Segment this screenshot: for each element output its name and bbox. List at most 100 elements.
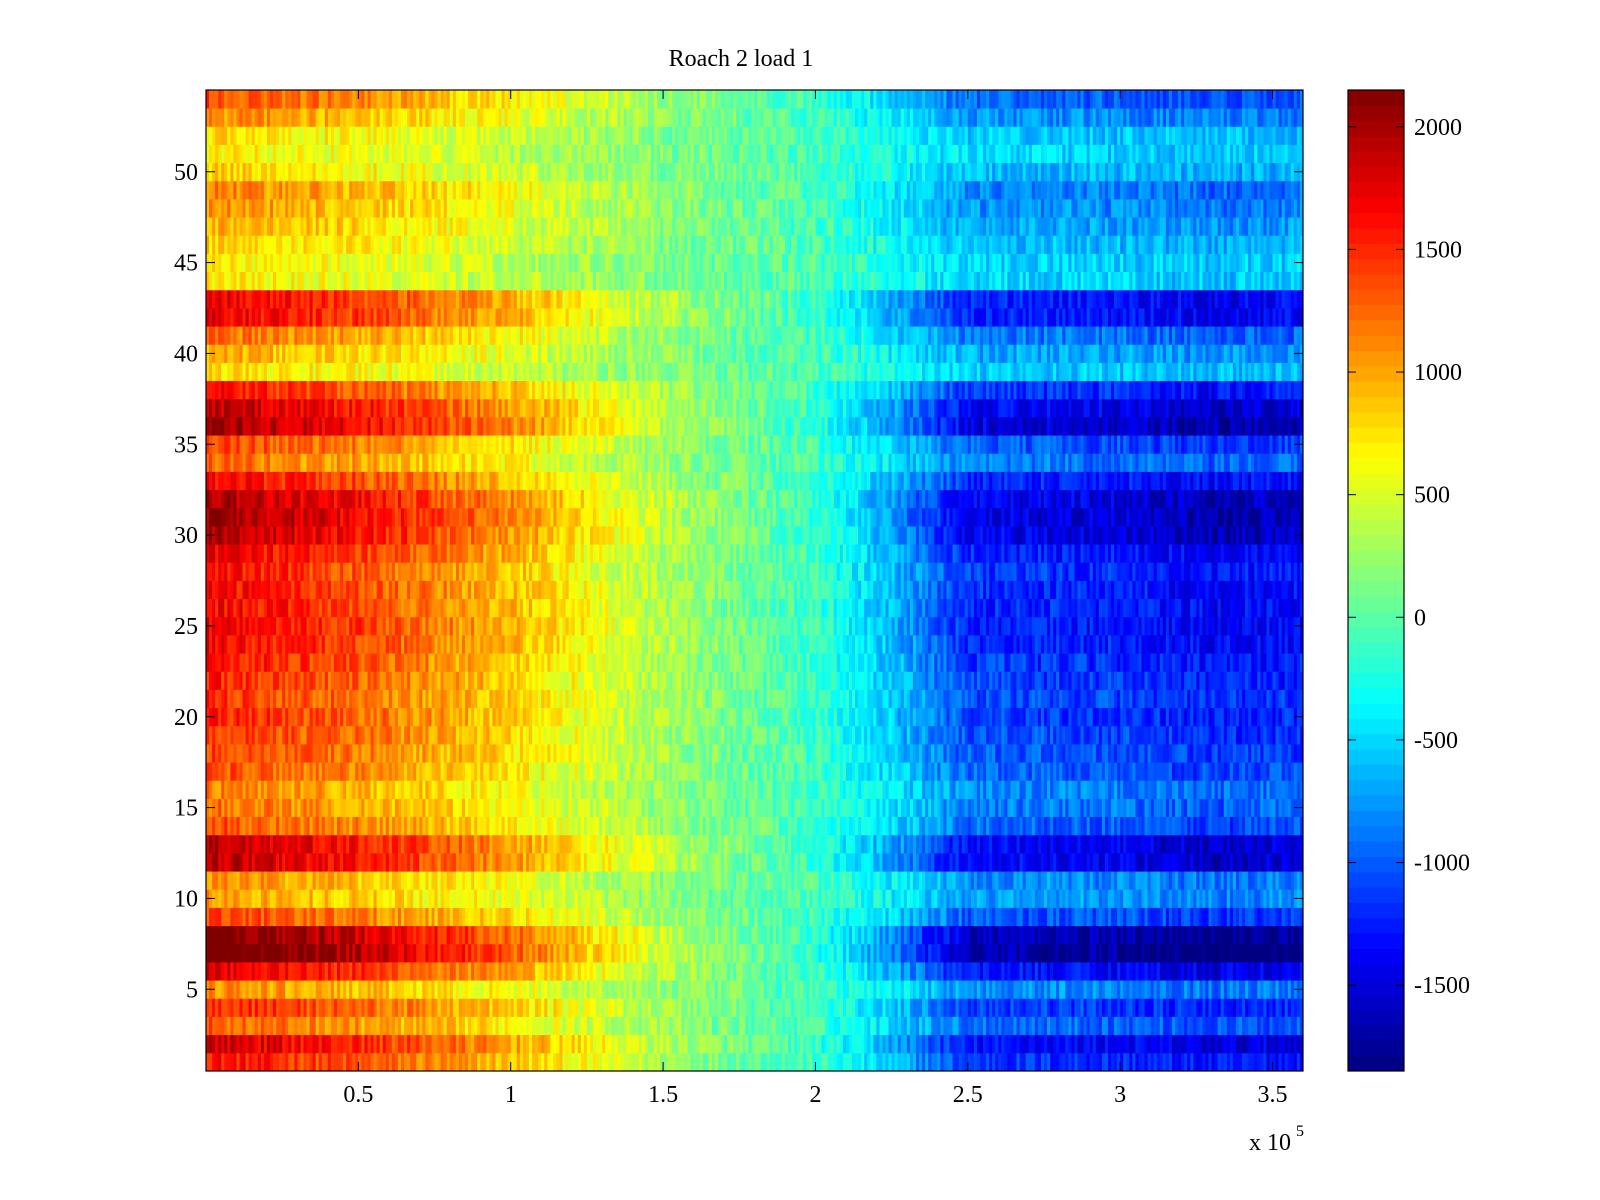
heatmap-cell xyxy=(1239,1052,1243,1072)
heatmap-cell xyxy=(510,1016,515,1036)
heatmap-cell xyxy=(650,1016,655,1036)
heatmap-cell xyxy=(315,998,320,1017)
heatmap-cell xyxy=(367,1016,371,1036)
heatmap-cell xyxy=(742,1052,746,1072)
heatmap-cell xyxy=(873,943,877,963)
heatmap-cell xyxy=(266,853,271,872)
heatmap-cell xyxy=(897,1016,902,1036)
heatmap-cell xyxy=(422,871,426,890)
heatmap-cell xyxy=(1257,925,1261,945)
heatmap-cell xyxy=(535,962,539,981)
heatmap-cell xyxy=(1022,998,1027,1017)
heatmap-cell xyxy=(599,925,603,945)
heatmap-cell xyxy=(1059,998,1063,1017)
heatmap-cell xyxy=(748,889,752,908)
heatmap-cell xyxy=(1208,889,1212,908)
heatmap-cell xyxy=(404,943,408,963)
heatmap-cell xyxy=(1126,816,1130,836)
heatmap-cell xyxy=(949,816,953,836)
heatmap-cell xyxy=(324,998,329,1017)
heatmap-cell xyxy=(410,998,414,1017)
heatmap-cell xyxy=(1114,871,1118,890)
heatmap-cell xyxy=(553,962,557,981)
heatmap-cell xyxy=(730,889,734,908)
heatmap-cell xyxy=(1278,962,1283,981)
heatmap-cell xyxy=(1284,943,1289,963)
heatmap-cell xyxy=(1022,1016,1027,1036)
heatmap-cell xyxy=(833,853,838,872)
heatmap-cell xyxy=(1229,998,1234,1017)
heatmap-cell xyxy=(906,816,911,836)
heatmap-cell xyxy=(672,907,676,927)
heatmap-cell xyxy=(1040,962,1045,981)
heatmap-cell xyxy=(276,871,280,890)
heatmap-cell xyxy=(879,980,883,999)
heatmap-cell xyxy=(1232,980,1237,999)
heatmap-cell xyxy=(1171,925,1176,945)
heatmap-cell xyxy=(824,853,829,872)
heatmap-cell xyxy=(218,889,222,908)
heatmap-cell xyxy=(434,816,438,836)
heatmap-cell xyxy=(373,853,378,872)
heatmap-cell xyxy=(1232,834,1237,854)
heatmap-cell xyxy=(452,962,457,981)
heatmap-cell xyxy=(434,980,438,999)
heatmap-cell xyxy=(916,962,920,981)
heatmap-cell xyxy=(349,853,353,872)
heatmap-cell xyxy=(897,834,902,854)
heatmap-cell xyxy=(870,871,874,890)
heatmap-cell xyxy=(696,925,701,945)
heatmap-cell xyxy=(477,943,481,963)
heatmap-cell xyxy=(699,907,704,927)
heatmap-cell xyxy=(638,1016,643,1036)
heatmap-cell xyxy=(212,871,216,890)
heatmap-cell xyxy=(882,1034,886,1054)
heatmap-cell xyxy=(830,980,835,999)
heatmap-cell xyxy=(623,871,627,890)
heatmap-cell xyxy=(922,1016,926,1036)
heatmap-cell xyxy=(486,1016,490,1036)
heatmap-cell xyxy=(784,1052,789,1072)
heatmap-cell xyxy=(1071,907,1075,927)
heatmap-cell xyxy=(830,962,835,981)
heatmap-cell xyxy=(1239,1034,1243,1054)
heatmap-cell xyxy=(976,1052,981,1072)
heatmap-cell xyxy=(215,816,219,836)
heatmap-cell xyxy=(870,1034,874,1054)
heatmap-cell xyxy=(733,925,737,945)
heatmap-cell xyxy=(1040,871,1045,890)
heatmap-cell xyxy=(269,834,274,854)
heatmap-cell xyxy=(943,980,947,999)
heatmap-cell xyxy=(495,998,499,1017)
heatmap-cell xyxy=(556,889,560,908)
heatmap-cell xyxy=(845,943,850,963)
heatmap-cell xyxy=(483,907,487,927)
heatmap-cell xyxy=(559,943,563,963)
heatmap-cell xyxy=(775,834,780,854)
heatmap-cell xyxy=(955,834,960,854)
heatmap-cell xyxy=(382,907,387,927)
heatmap-cell xyxy=(361,889,365,908)
heatmap-cell xyxy=(961,834,966,854)
heatmap-cell xyxy=(690,962,694,981)
heatmap-cell xyxy=(1101,925,1106,945)
heatmap-cell xyxy=(583,1016,588,1036)
heatmap-cell xyxy=(391,925,396,945)
heatmap-cell xyxy=(535,907,539,927)
heatmap-cell xyxy=(410,962,414,981)
heatmap-cell xyxy=(1159,980,1164,999)
heatmap-cell xyxy=(550,834,554,854)
heatmap-cell xyxy=(446,907,451,927)
heatmap-cell xyxy=(1287,1016,1292,1036)
heatmap-cell xyxy=(1162,962,1167,981)
heatmap-cell xyxy=(260,943,265,963)
heatmap-cell xyxy=(599,962,603,981)
heatmap-cell xyxy=(452,925,457,945)
heatmap-cell xyxy=(891,1034,896,1054)
heatmap-cell xyxy=(717,925,722,945)
heatmap-cell xyxy=(541,962,545,981)
heatmap-cell xyxy=(1117,943,1121,963)
heatmap-cell xyxy=(388,1016,393,1036)
heatmap-cell xyxy=(903,962,908,981)
heatmap-cell xyxy=(876,943,880,963)
